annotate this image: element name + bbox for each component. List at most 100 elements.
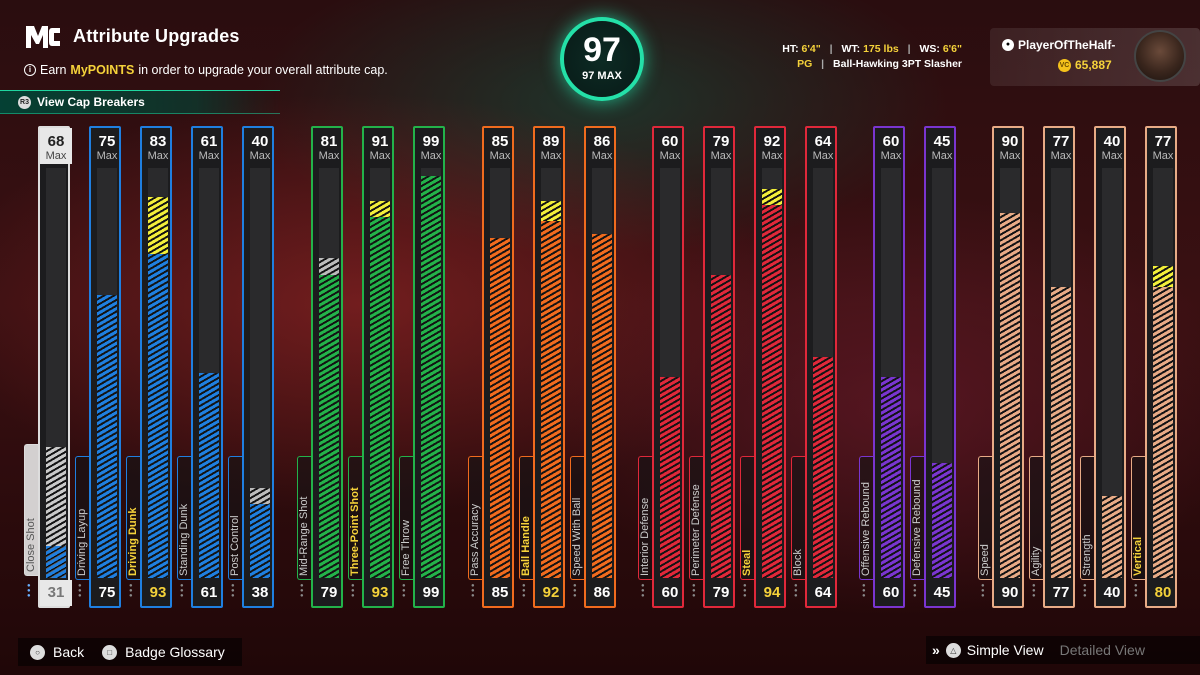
- detailed-view-button[interactable]: Detailed View: [1059, 642, 1145, 658]
- attribute-cap-value: 60: [882, 133, 900, 150]
- attribute-bar[interactable]: 83 Max 93 Driving Dunk ● ● ●: [126, 126, 172, 608]
- attribute-fill: [813, 356, 833, 578]
- attribute-track: [370, 168, 390, 578]
- attribute-bar[interactable]: 90 Max 90 Speed ● ● ●: [978, 126, 1024, 608]
- attribute-current-value: 40: [1103, 584, 1121, 601]
- attribute-name: Offensive Rebound: [860, 482, 872, 576]
- attribute-bar[interactable]: 60 Max 60 Offensive Rebound ● ● ●: [859, 126, 905, 608]
- attribute-cap: 75 Max: [91, 134, 123, 163]
- attribute-track: [319, 168, 339, 578]
- attribute-cap-value: 92: [763, 133, 781, 150]
- attribute-column: 81 Max 79: [311, 126, 343, 608]
- attribute-name: Interior Defense: [639, 497, 651, 576]
- attribute-boost: [370, 200, 390, 218]
- ws-label: WS:: [919, 43, 940, 55]
- attribute-bar[interactable]: 81 Max 79 Mid-Range Shot ● ● ●: [297, 126, 343, 608]
- simple-view-button[interactable]: Simple View: [966, 642, 1044, 658]
- attribute-bar[interactable]: 45 Max 45 Defensive Rebound ● ● ●: [910, 126, 956, 608]
- ht-value: 6'4": [801, 43, 821, 55]
- attribute-cap-max-label: Max: [249, 150, 271, 162]
- attribute-cap-max-label: Max: [931, 150, 953, 162]
- attribute-cap-value: 64: [814, 133, 832, 150]
- attribute-column: 45 Max 45: [924, 126, 956, 608]
- attribute-name-tab: [297, 456, 311, 580]
- attribute-bar[interactable]: 99 Max 99 Free Throw ● ● ●: [399, 126, 445, 608]
- attribute-bar[interactable]: 89 Max 92 Ball Handle ● ● ●: [519, 126, 565, 608]
- attribute-bar[interactable]: 77 Max 77 Agility ● ● ●: [1029, 126, 1075, 608]
- attribute-current-value: 90: [1001, 584, 1019, 601]
- attribute-name-tab: [75, 456, 89, 580]
- info-icon: i: [24, 64, 36, 76]
- attribute-bar[interactable]: 64 Max 64 Block ● ● ●: [791, 126, 839, 608]
- attribute-cap: 64 Max: [807, 133, 839, 163]
- attribute-bar[interactable]: 79 Max 79 Perimeter Defense ● ● ●: [689, 126, 735, 608]
- wt-label: WT:: [841, 43, 861, 55]
- attribute-cap-max-label: Max: [318, 150, 340, 162]
- attribute-track: [1153, 168, 1173, 578]
- attribute-cap-value: 45: [933, 133, 951, 150]
- attribute-dots: ● ● ●: [78, 583, 82, 599]
- attribute-cap-value: 77: [1052, 133, 1070, 150]
- attribute-dots: ● ● ●: [1032, 583, 1036, 599]
- attribute-dots: ● ● ●: [641, 583, 645, 599]
- attribute-name: Steal: [741, 549, 753, 576]
- attribute-cap: 77 Max: [1147, 133, 1179, 163]
- attribute-bar[interactable]: 85 Max 85 Pass Accuracy ● ● ●: [468, 126, 514, 608]
- attribute-column: 89 Max 92: [533, 126, 565, 608]
- attribute-bar[interactable]: 60 Max 60 Interior Defense ● ● ●: [638, 126, 684, 608]
- back-button[interactable]: Back: [53, 644, 85, 660]
- attribute-name: Post Control: [229, 515, 241, 576]
- attribute-fill: [421, 176, 441, 578]
- attribute-fill: [541, 221, 561, 578]
- attribute-bar[interactable]: 68 Max 31 Close Shot ● ● ●: [24, 126, 72, 608]
- attribute-column: 90 Max 90: [992, 126, 1024, 608]
- attribute-track: [199, 168, 219, 578]
- view-cap-breakers-button[interactable]: R3 View Cap Breakers: [0, 90, 280, 114]
- attribute-column: 60 Max 60: [873, 126, 905, 608]
- mycareer-logo: [26, 26, 60, 48]
- player-card: ● PlayerOfTheHalf- VC 65,887: [990, 28, 1200, 86]
- attribute-current-value: 79: [712, 584, 730, 601]
- attribute-boost: [762, 188, 782, 205]
- attribute-fill: [97, 295, 117, 578]
- vc-coin-icon: VC: [1058, 58, 1071, 72]
- attribute-column: 77 Max 77: [1043, 126, 1075, 608]
- attribute-bar[interactable]: 86 Max 86 Speed With Ball ● ● ●: [570, 126, 618, 608]
- attribute-bar[interactable]: 92 Max 94 Steal ● ● ●: [740, 126, 786, 608]
- player-name-row: ● PlayerOfTheHalf-: [1002, 38, 1115, 52]
- attribute-cap: 86 Max: [586, 134, 618, 163]
- attribute-name: Mid-Range Shot: [298, 496, 310, 577]
- attribute-fill: [370, 217, 390, 578]
- attribute-fill: [932, 463, 952, 578]
- attribute-current-value: 60: [882, 584, 900, 601]
- attribute-name: Vertical: [1132, 536, 1144, 576]
- attribute-cap-value: 89: [542, 133, 560, 150]
- attribute-track: [97, 168, 117, 578]
- badge-glossary-button[interactable]: Badge Glossary: [125, 644, 225, 660]
- attribute-track: [1051, 168, 1071, 578]
- attribute-cap: 68 Max: [40, 128, 72, 164]
- attribute-bar[interactable]: 91 Max 93 Three-Point Shot ● ● ●: [348, 126, 394, 608]
- archetype: Ball-Hawking 3PT Slasher: [833, 58, 962, 70]
- attribute-cap: 79 Max: [705, 134, 737, 163]
- attribute-column: 40 Max 40: [1094, 126, 1126, 608]
- attribute-track: [421, 168, 441, 578]
- attribute-dots: ● ● ●: [794, 583, 798, 599]
- attribute-column: 83 Max 93: [140, 126, 172, 608]
- attribute-bar[interactable]: 75 Max 75 Driving Layup ● ● ●: [75, 126, 121, 608]
- separator: |: [821, 58, 825, 70]
- attribute-name-tab: [791, 456, 805, 580]
- attribute-column: 79 Max 79: [703, 126, 735, 608]
- attribute-track: [1102, 168, 1122, 578]
- attribute-dots: ● ● ●: [1134, 583, 1138, 599]
- attribute-bar[interactable]: 77 Max 80 Vertical ● ● ●: [1131, 126, 1179, 608]
- attribute-column: 75 Max 75: [89, 126, 121, 608]
- attribute-name-tab: [570, 456, 584, 580]
- attribute-bar[interactable]: 40 Max 40 Strength ● ● ●: [1080, 126, 1126, 608]
- attribute-bar[interactable]: 61 Max 61 Standing Dunk ● ● ●: [177, 126, 223, 608]
- attribute-current-value: 45: [933, 584, 951, 601]
- attribute-cap-value: 77: [1154, 133, 1172, 150]
- attribute-fill: [711, 274, 731, 578]
- attribute-track: [1000, 168, 1020, 578]
- attribute-bar[interactable]: 40 Max 38 Post Control ● ● ●: [228, 126, 274, 608]
